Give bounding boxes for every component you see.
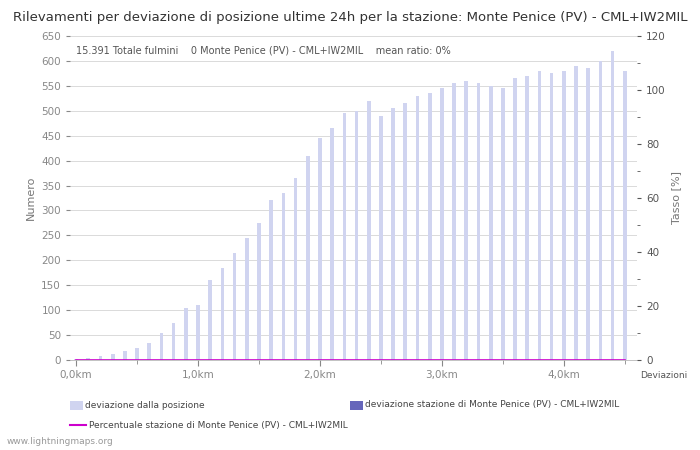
Bar <box>209 280 212 360</box>
Bar <box>416 96 419 360</box>
Bar <box>74 359 78 360</box>
Bar <box>160 333 163 360</box>
Bar <box>135 347 139 360</box>
Bar <box>148 342 151 360</box>
Bar <box>355 111 358 360</box>
Bar <box>550 73 554 360</box>
Bar <box>123 351 127 360</box>
Bar <box>428 93 431 360</box>
Bar <box>526 76 529 360</box>
Bar <box>574 66 578 360</box>
Bar <box>379 116 383 360</box>
Bar <box>196 305 200 360</box>
Bar <box>111 354 115 360</box>
Y-axis label: Tasso [%]: Tasso [%] <box>671 171 681 225</box>
Bar <box>587 68 590 360</box>
Bar <box>501 88 505 360</box>
Y-axis label: Numero: Numero <box>26 176 36 220</box>
Bar <box>342 113 346 360</box>
Bar <box>318 138 322 360</box>
Bar <box>184 308 188 360</box>
Bar <box>330 128 334 360</box>
Bar <box>233 253 237 360</box>
Text: deviazione dalla posizione: deviazione dalla posizione <box>85 400 205 410</box>
Bar <box>598 61 602 360</box>
Bar <box>294 178 298 360</box>
Bar <box>611 51 615 360</box>
Bar <box>367 101 370 360</box>
Bar <box>172 323 176 360</box>
Bar <box>99 356 102 360</box>
Bar <box>257 223 261 360</box>
Bar <box>391 108 395 360</box>
Bar <box>440 88 444 360</box>
Bar <box>452 83 456 360</box>
Bar <box>87 357 90 360</box>
Text: Percentuale stazione di Monte Penice (PV) - CML+IW2MIL: Percentuale stazione di Monte Penice (PV… <box>89 421 348 430</box>
Bar <box>538 71 541 360</box>
Bar <box>623 71 626 360</box>
Bar <box>245 238 248 360</box>
Text: www.lightningmaps.org: www.lightningmaps.org <box>7 436 113 446</box>
Bar <box>489 86 493 360</box>
Bar <box>562 71 566 360</box>
Bar <box>477 83 480 360</box>
Text: Rilevamenti per deviazione di posizione ultime 24h per la stazione: Monte Penice: Rilevamenti per deviazione di posizione … <box>13 11 687 24</box>
Bar <box>465 81 468 360</box>
Bar <box>270 201 273 360</box>
Text: deviazione stazione di Monte Penice (PV) - CML+IW2MIL: deviazione stazione di Monte Penice (PV)… <box>365 400 620 410</box>
Bar <box>513 78 517 360</box>
Text: 15.391 Totale fulmini    0 Monte Penice (PV) - CML+IW2MIL    mean ratio: 0%: 15.391 Totale fulmini 0 Monte Penice (PV… <box>76 46 450 56</box>
Bar <box>403 104 407 360</box>
Bar <box>306 156 309 360</box>
Bar <box>220 268 224 360</box>
Bar <box>281 193 285 360</box>
Text: Deviazioni: Deviazioni <box>640 371 687 380</box>
